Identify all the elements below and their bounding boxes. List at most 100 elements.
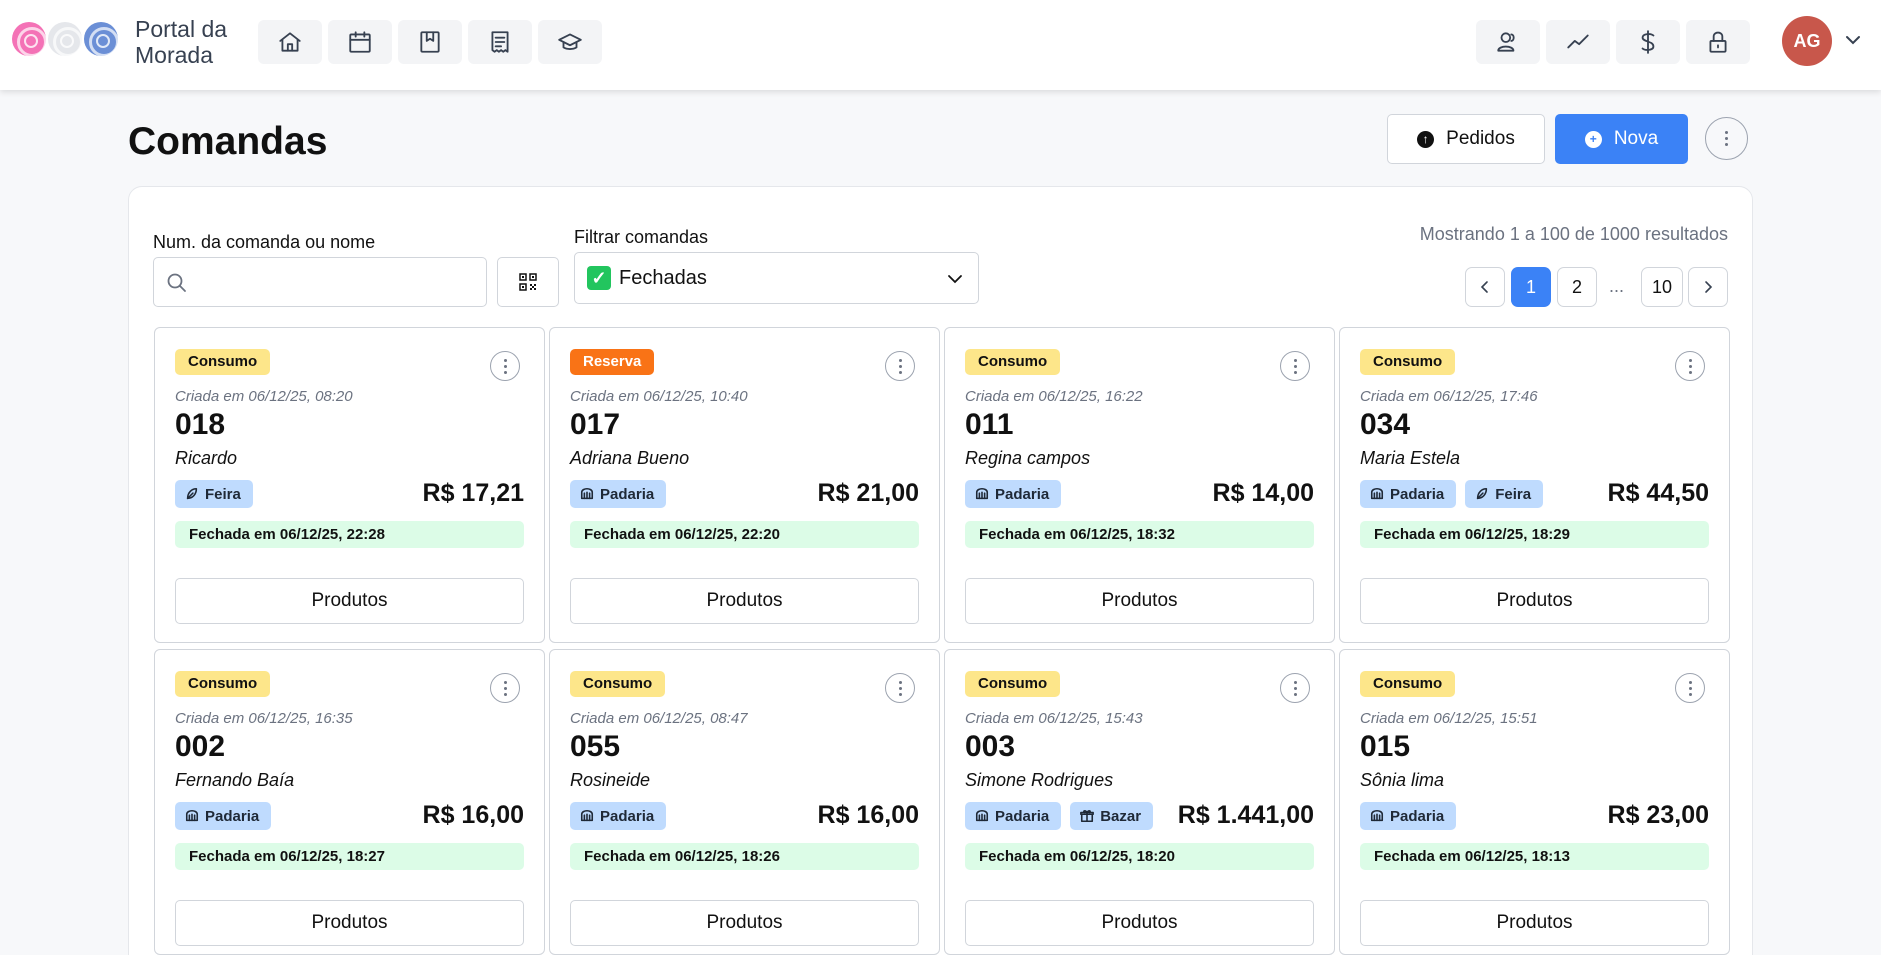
produtos-button[interactable]: Produtos xyxy=(175,900,524,946)
card-options-button[interactable] xyxy=(1280,351,1310,381)
lock-icon xyxy=(1709,31,1727,53)
produtos-button[interactable]: Produtos xyxy=(965,900,1314,946)
produtos-button[interactable]: Produtos xyxy=(1360,578,1709,624)
comanda-number: 055 xyxy=(570,730,621,763)
comanda-card[interactable]: Consumo Criada em 06/12/25, 16:22 011 Re… xyxy=(944,327,1335,643)
tag-label: Padaria xyxy=(995,485,1050,503)
comanda-card[interactable]: Consumo Criada em 06/12/25, 17:46 034 Ma… xyxy=(1339,327,1730,643)
customer-name: Simone Rodrigues xyxy=(965,770,1114,790)
card-options-button[interactable] xyxy=(1675,351,1705,381)
nav-finance-button[interactable] xyxy=(1616,20,1680,64)
card-options-button[interactable] xyxy=(1675,673,1705,703)
customer-name: Rosineide xyxy=(570,770,651,790)
produtos-button[interactable]: Produtos xyxy=(965,578,1314,624)
results-count: Mostrando 1 a 100 de 1000 resultados xyxy=(1419,224,1728,244)
nav-stats-button[interactable] xyxy=(1546,20,1610,64)
pedidos-button[interactable]: ↑ Pedidos xyxy=(1387,114,1545,164)
pagination-page-1[interactable]: 1 xyxy=(1511,267,1551,307)
checkmark-icon: ✓ xyxy=(587,266,611,290)
comanda-card[interactable]: Consumo Criada em 06/12/25, 15:51 015 Sô… xyxy=(1339,649,1730,955)
card-options-button[interactable] xyxy=(885,351,915,381)
tag-label: Bazar xyxy=(1100,807,1142,825)
customer-name: Adriana Bueno xyxy=(570,448,690,468)
card-options-button[interactable] xyxy=(1280,673,1310,703)
filter-select[interactable]: ✓ Fechadas xyxy=(574,252,979,304)
bread-icon xyxy=(580,809,594,822)
category-tag: Padaria xyxy=(965,802,1062,830)
trend-line-icon xyxy=(1567,34,1589,49)
graduation-cap-icon xyxy=(558,33,582,50)
search-box[interactable] xyxy=(153,257,487,307)
users-icon xyxy=(1497,32,1515,52)
kebab-icon xyxy=(898,680,902,696)
more-options-button[interactable] xyxy=(1705,117,1748,160)
comanda-card[interactable]: Consumo Criada em 06/12/25, 15:43 003 Si… xyxy=(944,649,1335,955)
user-avatar[interactable]: AG xyxy=(1782,16,1832,66)
pagination-ellipsis: ... xyxy=(1609,276,1625,296)
kebab-icon xyxy=(503,358,507,374)
nav-education-button[interactable] xyxy=(538,20,602,64)
created-date: Criada em 06/12/25, 10:40 xyxy=(570,388,748,405)
created-date: Criada em 06/12/25, 16:22 xyxy=(965,388,1143,405)
filter-selected-value: Fechadas xyxy=(619,266,707,289)
nav-book-button[interactable] xyxy=(398,20,462,64)
comanda-total: R$ 44,50 xyxy=(1607,479,1709,507)
pagination-next-button[interactable] xyxy=(1688,267,1728,307)
produtos-button[interactable]: Produtos xyxy=(570,900,919,946)
produtos-button[interactable]: Produtos xyxy=(1360,900,1709,946)
nav-receipt-button[interactable] xyxy=(468,20,532,64)
comanda-type-badge: Consumo xyxy=(1360,349,1456,375)
comanda-total: R$ 16,00 xyxy=(817,801,919,829)
pagination-page-10[interactable]: 10 xyxy=(1641,267,1683,307)
pagination-prev-button[interactable] xyxy=(1465,267,1505,307)
category-tags: Padaria xyxy=(175,802,272,830)
comanda-type-badge: Consumo xyxy=(175,671,271,697)
logo[interactable] xyxy=(12,22,119,57)
category-tag: Padaria xyxy=(965,480,1062,508)
nav-home-button[interactable] xyxy=(258,20,322,64)
comanda-number: 002 xyxy=(175,730,226,763)
search-label: Num. da comanda ou nome xyxy=(153,232,376,252)
customer-name: Ricardo xyxy=(175,448,238,468)
created-date: Criada em 06/12/25, 15:51 xyxy=(1360,710,1538,727)
kebab-icon xyxy=(898,358,902,374)
page-label: 1 xyxy=(1525,276,1536,297)
comanda-card[interactable]: Reserva Criada em 06/12/25, 10:40 017 Ad… xyxy=(549,327,940,643)
arrow-up-circle-icon: ↑ xyxy=(1417,130,1435,148)
comanda-card[interactable]: Consumo Criada em 06/12/25, 08:20 018 Ri… xyxy=(154,327,545,643)
nav-calendar-button[interactable] xyxy=(328,20,392,64)
comanda-card[interactable]: Consumo Criada em 06/12/25, 16:35 002 Fe… xyxy=(154,649,545,955)
chevron-down-icon[interactable] xyxy=(1843,30,1863,50)
pagination-page-2[interactable]: 2 xyxy=(1557,267,1597,307)
kebab-icon xyxy=(503,680,507,696)
nova-label: Nova xyxy=(1613,128,1659,149)
kebab-icon xyxy=(1293,680,1297,696)
category-tags: Padaria Feira xyxy=(1360,480,1544,508)
pink-rose-icon xyxy=(12,22,47,57)
produtos-button[interactable]: Produtos xyxy=(570,578,919,624)
brand-name[interactable]: Portal da Morada xyxy=(135,16,227,68)
card-options-button[interactable] xyxy=(885,673,915,703)
closed-status: Fechada em 06/12/25, 18:32 xyxy=(965,521,1314,548)
tag-label: Feira xyxy=(205,485,241,503)
home-icon xyxy=(279,32,301,52)
produtos-button[interactable]: Produtos xyxy=(175,578,524,624)
closed-status: Fechada em 06/12/25, 18:26 xyxy=(570,843,919,870)
qr-scan-button[interactable] xyxy=(497,257,559,307)
tag-label: Padaria xyxy=(1390,485,1445,503)
search-input[interactable] xyxy=(192,258,482,306)
comanda-number: 003 xyxy=(965,730,1016,763)
nav-users-button[interactable] xyxy=(1476,20,1540,64)
card-options-button[interactable] xyxy=(490,673,520,703)
comanda-type-badge: Consumo xyxy=(175,349,271,375)
nova-button[interactable]: + Nova xyxy=(1555,114,1688,164)
comanda-card[interactable]: Consumo Criada em 06/12/25, 08:47 055 Ro… xyxy=(549,649,940,955)
comanda-type-badge: Consumo xyxy=(965,349,1061,375)
comanda-type-badge: Consumo xyxy=(965,671,1061,697)
card-options-button[interactable] xyxy=(490,351,520,381)
comanda-type-badge: Consumo xyxy=(1360,671,1456,697)
closed-status: Fechada em 06/12/25, 18:29 xyxy=(1360,521,1709,548)
closed-status: Fechada em 06/12/25, 18:13 xyxy=(1360,843,1709,870)
nav-lock-button[interactable] xyxy=(1686,20,1750,64)
chevron-right-icon xyxy=(1705,281,1713,293)
